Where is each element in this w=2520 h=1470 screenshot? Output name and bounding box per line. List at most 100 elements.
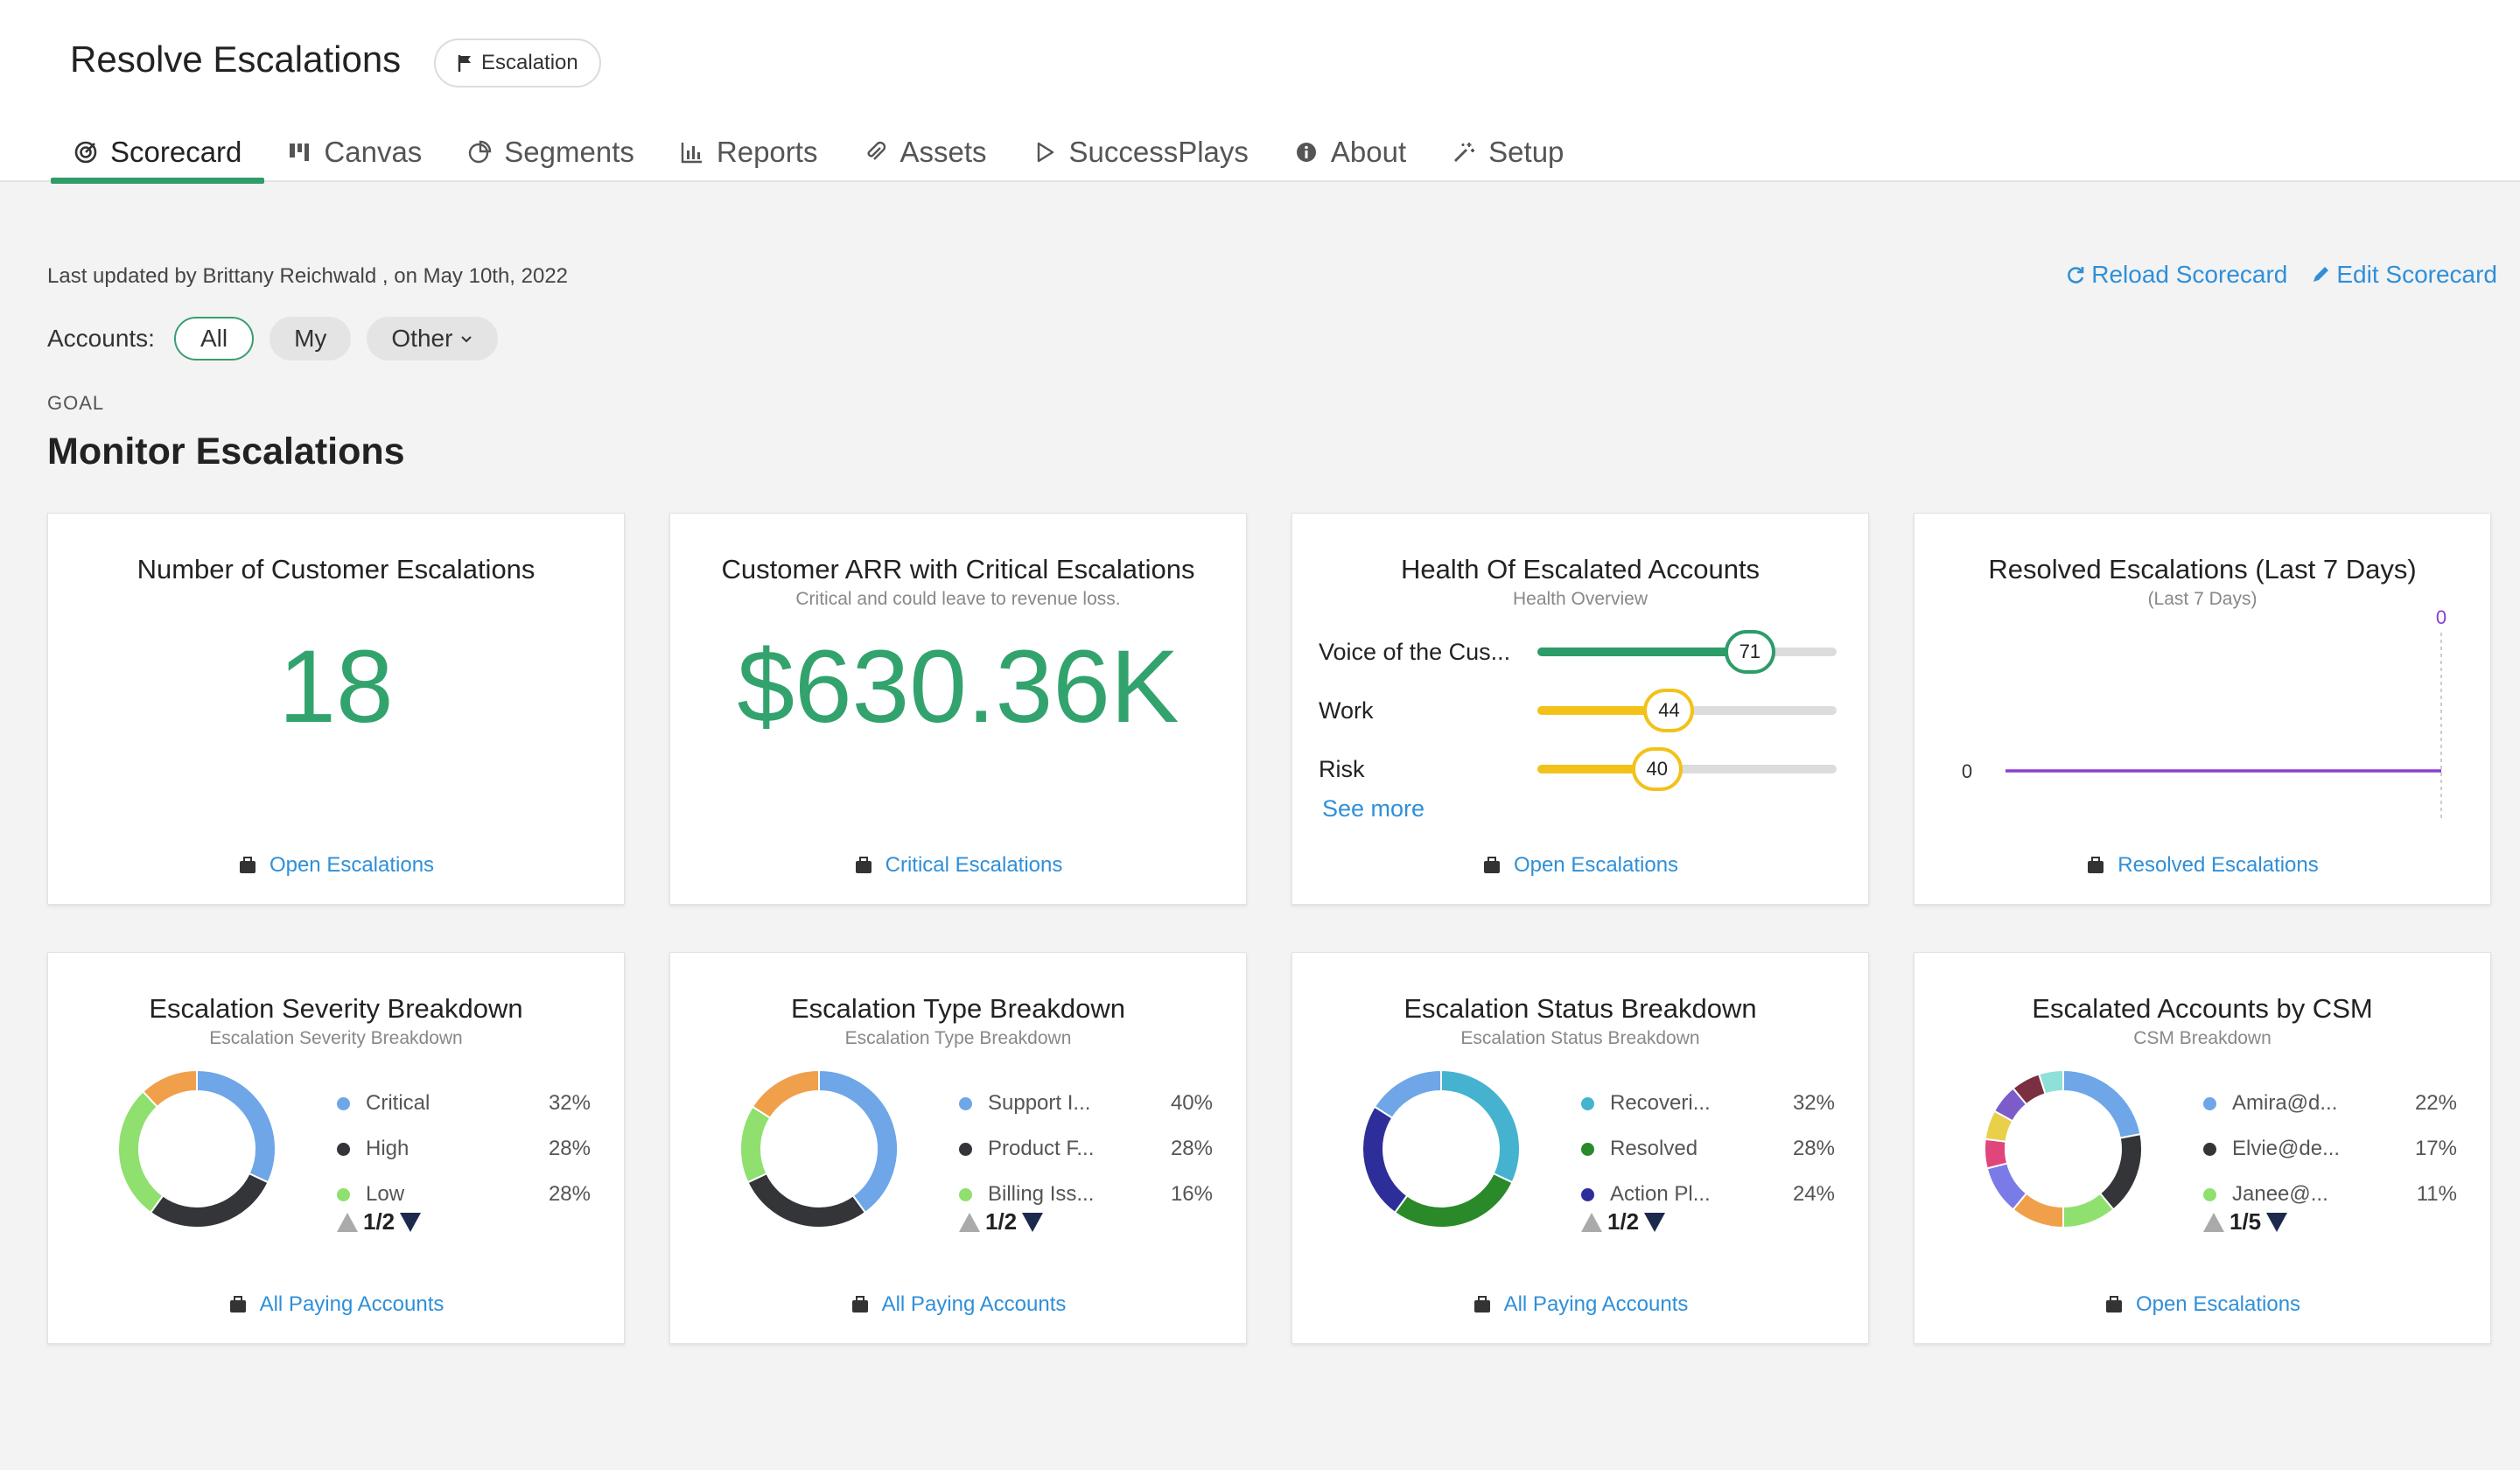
legend-item[interactable]: Action Pl... 24% bbox=[1581, 1172, 1835, 1217]
donut-slice[interactable] bbox=[1393, 1172, 1514, 1228]
donut-slice[interactable] bbox=[2098, 1132, 2143, 1211]
tab-scorecard[interactable]: Scorecard bbox=[51, 122, 265, 184]
card-subtitle: Escalation Type Breakdown bbox=[844, 1028, 1072, 1048]
donut-slice[interactable] bbox=[196, 1068, 276, 1184]
donut-slice[interactable] bbox=[746, 1172, 867, 1228]
legend-label: Elvie@de... bbox=[2232, 1137, 2341, 1160]
tab-label: Setup bbox=[1488, 136, 1564, 168]
legend-item[interactable]: Critical 32% bbox=[337, 1081, 591, 1126]
legend-item[interactable]: Product F... 28% bbox=[959, 1126, 1213, 1172]
legend-item[interactable]: Low 28% bbox=[337, 1172, 591, 1217]
info-icon bbox=[1296, 143, 1316, 162]
card-subtitle: Health Overview bbox=[1512, 589, 1648, 609]
filter-my-button[interactable]: My bbox=[270, 317, 352, 360]
card-status-breakdown: Escalation Status Breakdown Escalation St… bbox=[1292, 952, 1869, 1344]
card-footer-link[interactable]: All Paying Accounts bbox=[1292, 1292, 1868, 1317]
card-number-of-escalations: Number of Customer Escalations 18 Open E… bbox=[47, 513, 625, 905]
filter-all-button[interactable]: All bbox=[173, 317, 255, 360]
legend-dot bbox=[2203, 1142, 2216, 1156]
card-title: Health Of Escalated Accounts bbox=[1400, 554, 1760, 584]
card-footer-link[interactable]: Critical Escalations bbox=[670, 853, 1246, 878]
legend-pager: 1/5 bbox=[2203, 1208, 2288, 1236]
pie-chart-icon bbox=[469, 140, 492, 164]
donut-slice[interactable] bbox=[818, 1068, 899, 1214]
card-footer-link[interactable]: Open Escalations bbox=[1914, 1292, 2490, 1317]
card-title: Escalation Severity Breakdown bbox=[149, 993, 523, 1024]
flag-icon bbox=[458, 55, 471, 72]
legend-item[interactable]: Elvie@de... 17% bbox=[2203, 1126, 2457, 1172]
see-more-link[interactable]: See more bbox=[1322, 795, 1425, 822]
card-footer-link[interactable]: Open Escalations bbox=[1292, 853, 1868, 878]
escalation-badge[interactable]: Escalation bbox=[434, 38, 601, 88]
donut-slice[interactable] bbox=[141, 1068, 198, 1109]
legend-dot bbox=[337, 1096, 350, 1110]
filter-other-dropdown[interactable]: Other bbox=[367, 317, 499, 360]
pager-up-icon[interactable] bbox=[1581, 1212, 1602, 1232]
tab-label: Scorecard bbox=[110, 136, 242, 168]
y-tick-label: 0 bbox=[1962, 760, 1972, 782]
briefcase-icon bbox=[1474, 1296, 1490, 1312]
tab-about[interactable]: About bbox=[1271, 122, 1429, 182]
health-row: Work 44 bbox=[1319, 689, 1837, 732]
target-icon bbox=[74, 141, 97, 164]
donut-slice[interactable] bbox=[751, 1068, 820, 1120]
pager-up-icon[interactable] bbox=[337, 1212, 358, 1232]
donut-slice[interactable] bbox=[1440, 1068, 1521, 1184]
pager-down-icon[interactable] bbox=[1022, 1212, 1044, 1232]
donut-slice[interactable] bbox=[2062, 1068, 2142, 1139]
briefcase-icon bbox=[2105, 1296, 2122, 1312]
edit-scorecard-button[interactable]: Edit Scorecard bbox=[2310, 261, 2497, 289]
legend-dot bbox=[2203, 1096, 2216, 1110]
card-footer-link[interactable]: All Paying Accounts bbox=[670, 1292, 1246, 1317]
briefcase-icon bbox=[851, 1296, 868, 1312]
tab-setup[interactable]: Setup bbox=[1429, 122, 1586, 182]
health-row-label: Risk bbox=[1319, 755, 1365, 782]
legend-item[interactable]: Janee@... 11% bbox=[2203, 1172, 2457, 1217]
donut-slice[interactable] bbox=[1984, 1138, 2009, 1170]
legend-percent: 28% bbox=[1792, 1137, 1835, 1160]
card-footer-link[interactable]: Resolved Escalations bbox=[1914, 853, 2490, 878]
reload-scorecard-button[interactable]: Reload Scorecard bbox=[2065, 261, 2287, 289]
tab-reports[interactable]: Reports bbox=[657, 122, 841, 182]
pager-down-icon[interactable] bbox=[2266, 1212, 2288, 1232]
card-title: Resolved Escalations (Last 7 Days) bbox=[1988, 554, 2417, 584]
pager-up-icon[interactable] bbox=[959, 1212, 980, 1232]
donut-slice[interactable] bbox=[1362, 1105, 1409, 1214]
footer-label: All Paying Accounts bbox=[1503, 1292, 1689, 1316]
legend-label: Recoveri... bbox=[1610, 1091, 1711, 1115]
donut-slice[interactable] bbox=[1373, 1068, 1442, 1120]
tab-segments[interactable]: Segments bbox=[444, 122, 657, 182]
legend-item[interactable]: Recoveri... 32% bbox=[1581, 1081, 1835, 1126]
footer-label: Critical Escalations bbox=[885, 853, 1063, 877]
escalation-count-value: 18 bbox=[278, 629, 394, 745]
pager-down-icon[interactable] bbox=[400, 1212, 422, 1232]
last-updated-text: Last updated by Brittany Reichwald , on … bbox=[47, 264, 569, 288]
legend-item[interactable]: High 28% bbox=[337, 1126, 591, 1172]
legend-dot bbox=[1581, 1096, 1594, 1110]
edit-label: Edit Scorecard bbox=[2336, 261, 2497, 288]
donut-chart bbox=[117, 1068, 276, 1228]
donut-slice[interactable] bbox=[739, 1105, 772, 1184]
legend-item[interactable]: Resolved 28% bbox=[1581, 1126, 1835, 1172]
card-footer-link[interactable]: Open Escalations bbox=[48, 853, 624, 878]
accounts-filter: Accounts: All My Other bbox=[47, 317, 499, 360]
card-footer-link[interactable]: All Paying Accounts bbox=[48, 1292, 624, 1317]
legend-dot bbox=[959, 1096, 972, 1110]
legend-item[interactable]: Support I... 40% bbox=[959, 1081, 1213, 1126]
legend-item[interactable]: Billing Iss... 16% bbox=[959, 1172, 1213, 1217]
donut-slice[interactable] bbox=[2037, 1068, 2064, 1096]
reload-label: Reload Scorecard bbox=[2091, 261, 2288, 288]
tab-successplays[interactable]: SuccessPlays bbox=[1010, 122, 1271, 182]
pager-down-icon[interactable] bbox=[1644, 1212, 1666, 1232]
donut-chart bbox=[1362, 1068, 1521, 1228]
tab-canvas[interactable]: Canvas bbox=[264, 122, 444, 182]
health-bar-track: 71 bbox=[1537, 630, 1837, 674]
donut-slice[interactable] bbox=[117, 1089, 164, 1214]
legend-item[interactable]: Amira@d... 22% bbox=[2203, 1081, 2457, 1126]
card-csm-breakdown: Escalated Accounts by CSM CSM Breakdown Am… bbox=[1914, 952, 2491, 1344]
tab-assets[interactable]: Assets bbox=[840, 122, 1009, 182]
card-title: Escalation Status Breakdown bbox=[1404, 993, 1757, 1024]
donut-slice[interactable] bbox=[149, 1172, 270, 1228]
accounts-label: Accounts: bbox=[47, 325, 155, 352]
pager-up-icon[interactable] bbox=[2203, 1212, 2224, 1232]
